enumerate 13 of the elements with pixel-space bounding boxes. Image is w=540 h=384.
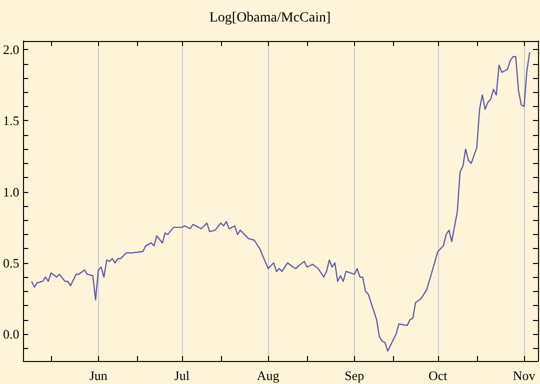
x-tick-label: Nov (512, 368, 536, 383)
x-tick-label: Oct (428, 368, 448, 383)
x-tick-label: Sep (344, 368, 364, 383)
y-tick-label: 1.0 (3, 184, 20, 200)
y-tick-label: 1.5 (3, 113, 20, 128)
x-tick-label: Aug (256, 368, 280, 383)
x-tick-label: Jun (89, 368, 108, 383)
line-series (30, 52, 530, 352)
x-tick-label: Jul (174, 368, 190, 383)
chart-title: Log[Obama/McCain] (209, 10, 331, 26)
y-tick-label: 2.0 (3, 42, 20, 58)
y-tick-label: 0.5 (3, 255, 20, 270)
y-tick-label: 0.0 (3, 326, 20, 342)
